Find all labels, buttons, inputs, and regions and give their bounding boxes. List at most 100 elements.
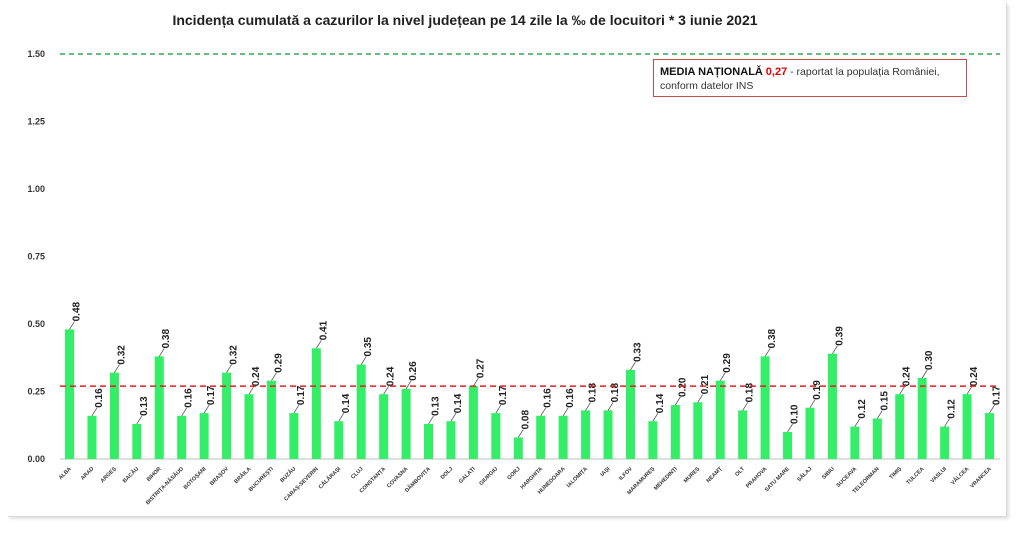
y-tick-label: 1.00 [27, 184, 45, 194]
data-label-leader [652, 412, 659, 422]
data-label-leader [338, 412, 345, 422]
category-label: BACĂU [121, 465, 140, 484]
category-label: BOTOȘANI [183, 466, 208, 491]
bar [199, 413, 209, 459]
category-label: NEAMȚ [706, 466, 725, 485]
y-tick-label: 0.50 [27, 319, 45, 329]
data-label-leader [91, 407, 98, 417]
legend-label: MEDIA NAȚIONALĂ [660, 66, 763, 78]
data-label-leader [248, 385, 255, 395]
data-label: 0.35 [363, 337, 374, 357]
bar [177, 415, 187, 459]
bar [581, 410, 591, 459]
bar [446, 421, 456, 459]
data-label: 0.38 [767, 328, 778, 348]
data-label: 0.12 [947, 399, 958, 419]
category-label: GIURGIU [478, 466, 499, 487]
bar [513, 437, 523, 459]
category-label: SIBIU [821, 466, 836, 481]
bar [827, 353, 837, 459]
data-label-leader [315, 340, 322, 349]
data-label-leader [158, 348, 165, 357]
data-label: 0.24 [969, 366, 980, 386]
data-label-leader [405, 380, 412, 390]
category-label: SUCEAVA [836, 466, 859, 489]
data-label-leader [181, 407, 188, 417]
bar [872, 418, 882, 459]
bar [87, 415, 97, 459]
category-label: BIHOR [146, 466, 163, 483]
data-label: 0.32 [116, 345, 127, 365]
bar [670, 405, 680, 459]
data-label: 0.17 [498, 385, 509, 405]
category-label: GALAȚI [458, 466, 477, 485]
data-label: 0.38 [161, 328, 172, 348]
data-label: 0.30 [924, 350, 935, 370]
y-tick-label: 1.25 [27, 117, 45, 127]
bar [334, 421, 344, 459]
bar [917, 378, 927, 459]
data-label: 0.26 [408, 361, 419, 381]
category-label: BISTRIȚA-NĂSĂUD [144, 465, 185, 506]
data-label: 0.10 [790, 404, 801, 424]
category-label: DOLJ [440, 466, 455, 481]
data-label: 0.20 [677, 377, 688, 397]
data-label-leader [876, 410, 883, 419]
data-label-leader [697, 394, 704, 403]
data-label-leader [809, 399, 816, 408]
category-label: BUZĂU [279, 465, 298, 484]
bar [311, 348, 321, 459]
data-label-leader [764, 348, 771, 357]
bar [379, 394, 389, 459]
data-label: 0.14 [341, 393, 352, 413]
data-label-leader [450, 412, 457, 422]
data-label-leader [787, 423, 793, 433]
data-label: 0.14 [655, 393, 666, 413]
data-label: 0.16 [94, 388, 105, 408]
data-label: 0.19 [812, 380, 823, 400]
data-label: 0.48 [72, 301, 83, 321]
category-label: BRAȘOV [209, 466, 230, 487]
data-label: 0.18 [610, 382, 621, 402]
category-label: MUREȘ [683, 466, 702, 485]
category-label: TULCEA [906, 466, 926, 486]
data-label: 0.08 [520, 409, 531, 429]
data-label-leader [383, 385, 389, 395]
data-label-leader [69, 321, 75, 330]
data-label-leader [630, 361, 636, 371]
data-label-leader [562, 407, 569, 417]
data-label-leader [989, 404, 995, 414]
bar [985, 413, 994, 459]
data-label-leader [428, 415, 434, 425]
data-label-leader [136, 415, 143, 425]
data-label: 0.24 [251, 366, 262, 386]
data-label: 0.21 [700, 374, 711, 394]
bar [805, 407, 815, 459]
data-label: 0.13 [431, 396, 442, 416]
data-label-leader [473, 377, 479, 387]
bar [760, 356, 770, 459]
bar [424, 423, 434, 459]
bar [244, 394, 254, 459]
category-label: GORJ [506, 466, 521, 481]
category-label: CĂLĂRAȘI [317, 465, 342, 490]
bar [65, 329, 74, 459]
bar [154, 356, 164, 459]
data-label: 0.14 [453, 393, 464, 413]
data-label-leader [271, 372, 277, 381]
data-label: 0.16 [543, 388, 554, 408]
data-label: 0.27 [475, 358, 486, 378]
data-label-leader [966, 385, 973, 395]
category-label: ALBA [58, 466, 73, 481]
category-label: VRANCEA [969, 466, 992, 489]
data-label-leader [293, 404, 300, 414]
bar [783, 432, 793, 459]
data-label-leader [540, 407, 547, 417]
category-label: ARGEȘ [100, 466, 118, 484]
data-label-leader [517, 429, 524, 438]
data-label: 0.15 [879, 391, 890, 411]
bar [289, 413, 299, 459]
bar [738, 410, 748, 459]
data-label: 0.12 [857, 399, 868, 419]
